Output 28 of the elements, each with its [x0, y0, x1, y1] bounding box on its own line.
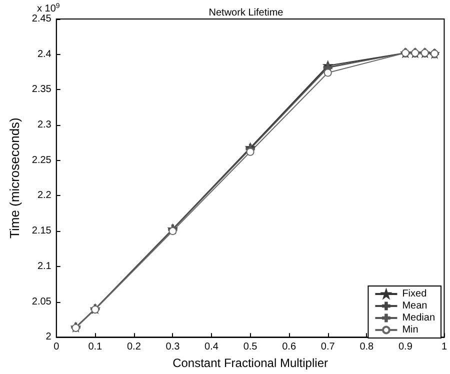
x-tick-label: 0.4 [204, 342, 219, 353]
x-tick-label: 1 [441, 342, 448, 353]
y-tick-label: 2.15 [32, 226, 52, 237]
x-tick-label: 0.5 [243, 342, 258, 353]
y-tick-label: 2.3 [37, 120, 52, 131]
y-tick-label: 2.45 [32, 14, 52, 24]
y-tick-label: 2.05 [32, 296, 52, 308]
y-tick-label: 2.1 [37, 260, 52, 272]
x-tick-label: 0.1 [88, 342, 103, 353]
legend-label: Fixed [402, 288, 427, 300]
x-tick-label: 0.2 [126, 342, 142, 353]
x-tick-label: 0.6 [282, 342, 296, 353]
x-axis-title: Constant Fractional Multiplier [172, 356, 328, 370]
y-tick-label: 2 [46, 332, 52, 343]
y-axis-title: Time (microseconds) [7, 118, 22, 238]
x-tick-label: 0.8 [360, 342, 374, 353]
x-tick-label: 0.9 [398, 342, 413, 353]
x-tick-label: 0.7 [320, 342, 336, 353]
legend-label: Median [402, 312, 436, 324]
x-tick-label: 0.3 [166, 342, 180, 353]
y-tick-label: 2.2 [37, 190, 52, 202]
legend-label: Min [402, 324, 418, 336]
y-tick-label: 2.35 [32, 84, 52, 96]
chart-title: Network Lifetime [208, 8, 284, 18]
legend-label: Mean [402, 300, 428, 312]
x-tick-label: 0 [54, 342, 60, 353]
y-tick-label: 2.4 [37, 48, 52, 60]
y-tick-label: 2.25 [32, 154, 52, 166]
